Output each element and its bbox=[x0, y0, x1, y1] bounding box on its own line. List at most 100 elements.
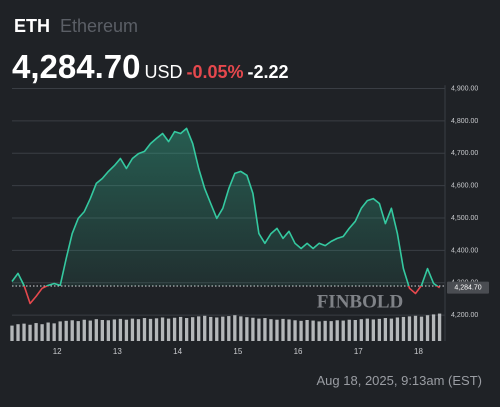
volume-bar bbox=[136, 319, 141, 341]
volume-bar bbox=[347, 319, 351, 341]
symbol: ETH bbox=[14, 16, 50, 36]
volume-bar bbox=[275, 319, 279, 341]
volume-bar bbox=[245, 317, 249, 341]
volume-bar bbox=[94, 319, 98, 341]
volume-bar bbox=[209, 316, 213, 341]
y-tick-label: 4,600.00 bbox=[451, 183, 478, 190]
volume-bar bbox=[130, 318, 135, 341]
volume-bar bbox=[293, 320, 297, 341]
timestamp: Aug 18, 2025, 9:13am (EST) bbox=[316, 373, 482, 388]
volume-bar bbox=[299, 320, 303, 341]
asset-name: Ethereum bbox=[60, 16, 139, 36]
volume-bar bbox=[419, 316, 424, 341]
volume-bar bbox=[10, 325, 14, 341]
y-tick-label: 4,500.00 bbox=[451, 215, 478, 222]
volume-bar bbox=[335, 320, 339, 341]
change-percent: -0.05% bbox=[186, 62, 244, 82]
x-tick-label: 14 bbox=[173, 347, 182, 356]
volume-bar bbox=[148, 318, 153, 341]
volume-bar bbox=[52, 323, 56, 341]
volume-bar bbox=[377, 318, 382, 341]
volume-bar bbox=[88, 320, 92, 341]
volume-bar bbox=[323, 320, 327, 341]
price-badge bbox=[447, 281, 489, 294]
volume-bar bbox=[203, 315, 207, 341]
volume-bar bbox=[166, 318, 171, 341]
volume-bar bbox=[106, 320, 111, 341]
volume-bar bbox=[191, 317, 195, 341]
volume-bar bbox=[16, 324, 20, 341]
price-area bbox=[12, 128, 438, 287]
volume-bar bbox=[383, 318, 388, 341]
volume-bar bbox=[353, 320, 357, 341]
volume-bar bbox=[22, 323, 26, 341]
volume-bar bbox=[257, 318, 261, 341]
volume-bar bbox=[305, 320, 309, 341]
volume-bar bbox=[64, 320, 68, 341]
volume-bar bbox=[407, 316, 412, 341]
x-tick-label: 16 bbox=[294, 347, 303, 356]
volume-bar bbox=[251, 317, 255, 341]
change: -2.22 bbox=[247, 62, 289, 82]
volume-bar bbox=[389, 318, 394, 341]
volume-bar bbox=[34, 323, 38, 341]
volume-bar bbox=[263, 318, 267, 341]
volume-bar bbox=[46, 322, 50, 341]
x-tick-label: 18 bbox=[414, 347, 423, 356]
price: 4,284.70 bbox=[12, 48, 141, 85]
volume-bar bbox=[118, 318, 123, 341]
volume-bar bbox=[269, 319, 273, 341]
volume-bar bbox=[184, 318, 189, 341]
volume-bar bbox=[233, 315, 237, 341]
y-tick-label: 4,200.00 bbox=[451, 312, 478, 319]
volume-bar bbox=[239, 316, 243, 341]
volume-bar bbox=[82, 319, 86, 341]
volume-bar bbox=[76, 321, 80, 341]
volume-bar bbox=[227, 316, 231, 341]
volume-bar bbox=[437, 313, 442, 341]
volume-bar bbox=[221, 316, 225, 341]
volume-bar bbox=[160, 317, 165, 341]
y-tick-label: 4,900.00 bbox=[451, 85, 478, 92]
x-tick-label: 12 bbox=[53, 347, 62, 356]
volume-bar bbox=[178, 316, 183, 341]
volume-bar bbox=[287, 319, 291, 341]
header: ETH Ethereum bbox=[14, 16, 138, 37]
price-row: 4,284.70 USD -0.05% -2.22 bbox=[12, 48, 289, 86]
volume-bar bbox=[329, 321, 333, 341]
volume-bar bbox=[281, 318, 285, 341]
y-tick-label: 4,400.00 bbox=[451, 247, 478, 254]
volume-bar bbox=[215, 317, 219, 341]
volume-bar bbox=[172, 317, 177, 341]
volume-bar bbox=[401, 316, 406, 341]
y-tick-label: 4,700.00 bbox=[451, 150, 478, 157]
volume-bar bbox=[413, 315, 418, 341]
x-tick-label: 17 bbox=[354, 347, 363, 356]
x-tick-label: 15 bbox=[233, 347, 242, 356]
currency: USD bbox=[144, 62, 183, 82]
volume-bar bbox=[425, 315, 430, 341]
volume-bar bbox=[142, 318, 147, 341]
volume-bar bbox=[395, 317, 400, 341]
volume-bar bbox=[124, 319, 129, 341]
volume-bar bbox=[371, 319, 375, 341]
volume-bar bbox=[311, 320, 315, 341]
volume-bar bbox=[341, 320, 345, 341]
watermark: FINBOLD bbox=[317, 291, 404, 312]
volume-bar bbox=[197, 316, 201, 341]
volume-bar bbox=[359, 319, 363, 341]
volume-bar bbox=[100, 320, 104, 341]
price-badge-label: 4,284.70 bbox=[454, 285, 481, 292]
volume-bar bbox=[58, 321, 62, 341]
price-line bbox=[11, 127, 441, 305]
volume-bar bbox=[431, 314, 436, 341]
volume-bar bbox=[70, 320, 74, 341]
y-tick-label: 4,800.00 bbox=[451, 118, 478, 125]
volume-bar bbox=[28, 324, 32, 341]
volume-bar bbox=[40, 324, 44, 341]
volume-bar bbox=[365, 318, 369, 341]
volume-bar bbox=[154, 318, 159, 341]
volume-bar bbox=[317, 321, 321, 341]
